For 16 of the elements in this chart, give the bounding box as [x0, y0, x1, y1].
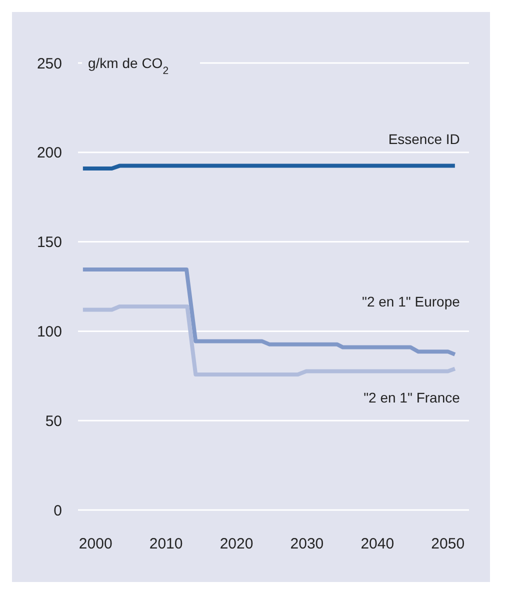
x-tick-label: 2030: [290, 536, 324, 553]
x-tick-label: 2020: [220, 536, 254, 553]
y-tick-label: 0: [54, 502, 62, 520]
series-label: Essence ID: [388, 130, 460, 147]
x-tick-label: 2040: [360, 536, 394, 553]
y-tick-label: 200: [36, 144, 62, 162]
y-axis-title: g/km de CO$_{2}$: [88, 55, 169, 77]
y-tick-label: 100: [36, 324, 62, 341]
x-tick-label: 2050: [431, 536, 465, 553]
y-tick-label: 250: [36, 55, 62, 72]
series-label: "2 en 1" France: [364, 390, 460, 406]
x-tick-label: 2010: [149, 536, 183, 553]
x-tick-label: 2000: [78, 536, 112, 553]
y-tick-label: 150: [36, 234, 62, 252]
y-tick-label: 50: [45, 412, 62, 430]
text: "2 en 1" Europe: [362, 293, 460, 310]
